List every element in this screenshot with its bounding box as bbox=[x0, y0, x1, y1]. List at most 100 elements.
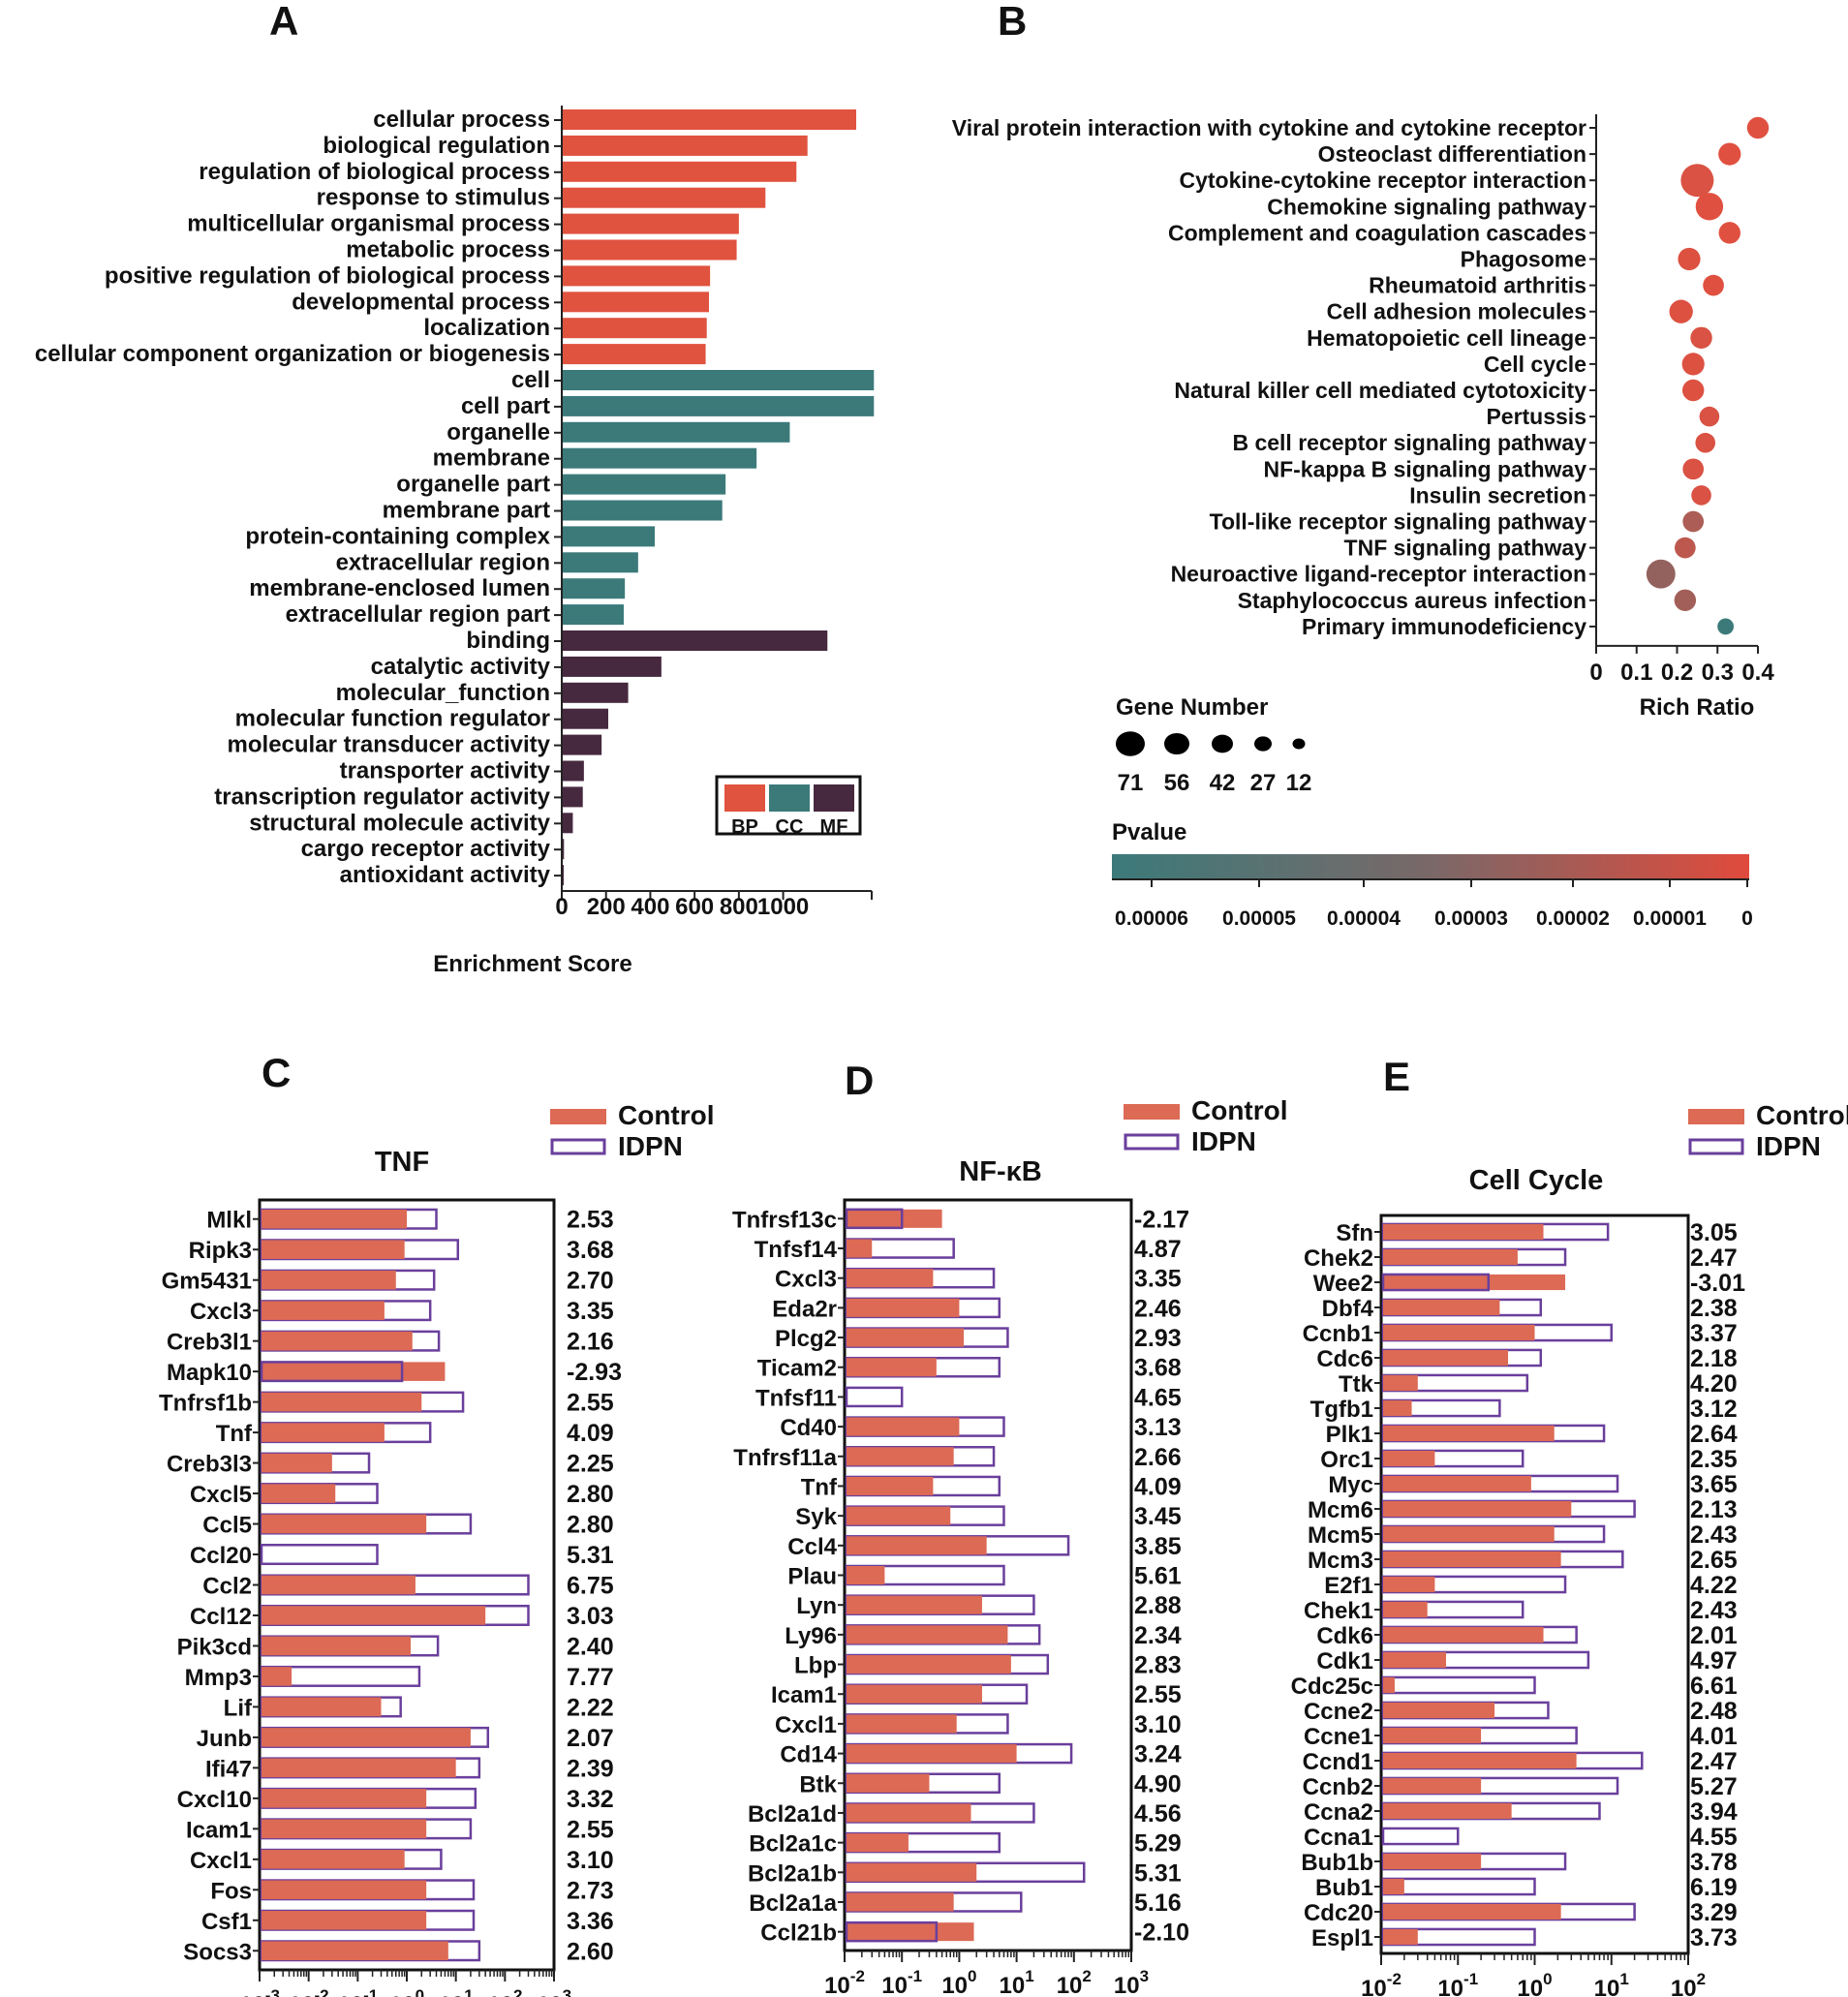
panel-d-bar-control bbox=[847, 1476, 934, 1495]
panel-c-fold-label: 5.31 bbox=[567, 1542, 614, 1569]
panel-b-color-tick-label: 0.00005 bbox=[1222, 907, 1296, 930]
panel-a-bar bbox=[562, 813, 573, 834]
panel-a-bar bbox=[562, 708, 608, 729]
panel-e-category-label: Orc1 bbox=[1320, 1447, 1373, 1473]
panel-b-category-label: Primary immunodeficiency bbox=[1302, 614, 1586, 639]
panel-b-color-tick-label: 0 bbox=[1741, 907, 1753, 930]
panel-c-category-label: Cxcl5 bbox=[190, 1482, 252, 1508]
panel-d-bar-control bbox=[847, 1744, 1017, 1764]
panel-c-x-tick-label: 100 bbox=[389, 1986, 424, 1997]
panel-d-category-label: Bcl2a1b bbox=[748, 1860, 837, 1887]
panel-c-fold-label: 2.25 bbox=[567, 1451, 614, 1478]
panel-d-fold-label: 2.66 bbox=[1134, 1444, 1182, 1471]
panel-e-fold-label: 3.94 bbox=[1690, 1798, 1738, 1826]
panel-b-category-label: B cell receptor signaling pathway bbox=[1232, 430, 1586, 455]
panel-a-bar bbox=[562, 474, 726, 495]
panel-d-bar-idpn bbox=[845, 1386, 904, 1408]
panel-c-fold-label: 2.80 bbox=[567, 1512, 614, 1539]
panel-a-category-label: transcription regulator activity bbox=[214, 783, 550, 810]
panel-b-point bbox=[1746, 116, 1770, 139]
panel-a-category-label: transporter activity bbox=[340, 758, 551, 784]
panel-c-category-label: Lif bbox=[224, 1695, 253, 1721]
panel-e-fold-label: 2.38 bbox=[1690, 1295, 1738, 1322]
panel-d-x-tick-label: 100 bbox=[941, 1967, 976, 1997]
panel-b-size-legend-dot bbox=[1164, 732, 1189, 755]
panel-d-bar-control bbox=[847, 1269, 934, 1288]
panel-b-point bbox=[1682, 458, 1705, 480]
panel-a-category-label: cellular component organization or bioge… bbox=[35, 341, 550, 367]
panel-c-category-label: Junb bbox=[197, 1726, 252, 1752]
panel-e-bar-idpn bbox=[1381, 1675, 1536, 1695]
panel-e-fold-label: 4.22 bbox=[1690, 1572, 1738, 1599]
panel-e-legend-control-swatch bbox=[1688, 1109, 1744, 1124]
panel-e-bar-control bbox=[1383, 1727, 1482, 1744]
panel-c-bar-control bbox=[262, 1941, 448, 1961]
panel-a-bar bbox=[562, 187, 766, 208]
panel-c-category-label: Ripk3 bbox=[189, 1238, 252, 1264]
panel-b-point bbox=[1646, 559, 1676, 589]
panel-d-bar-control bbox=[847, 1862, 977, 1882]
panel-d-category-label: Plcg2 bbox=[775, 1326, 837, 1352]
panel-b-category-label: Viral protein interaction with cytokine … bbox=[952, 115, 1586, 140]
panel-c-category-label: Ccl5 bbox=[202, 1513, 252, 1539]
panel-a-category-label: extracellular region part bbox=[286, 601, 550, 628]
panel-c-category-label: Mapk10 bbox=[167, 1360, 252, 1386]
panel-e-fold-label: 4.01 bbox=[1690, 1723, 1738, 1750]
panel-a-legend-swatch bbox=[769, 784, 810, 812]
panel-c-bar-control bbox=[262, 1911, 427, 1930]
panel-e-category-label: E2f1 bbox=[1324, 1573, 1373, 1599]
panel-d-category-label: Syk bbox=[795, 1504, 837, 1530]
panel-d-fold-label: -2.10 bbox=[1134, 1920, 1189, 1947]
panel-a-category-label: developmental process bbox=[292, 289, 550, 315]
panel-b-point bbox=[1681, 379, 1705, 402]
panel-e-category-label: Ccna2 bbox=[1304, 1799, 1373, 1826]
panel-c-fold-label: 3.03 bbox=[567, 1603, 614, 1630]
panel-c-legend-idpn-label: IDPN bbox=[618, 1131, 683, 1161]
panel-label-b: B bbox=[998, 0, 1027, 44]
panel-b-x-tick-label: 0.3 bbox=[1702, 660, 1734, 686]
panel-a-category-label: membrane bbox=[433, 445, 550, 472]
panel-d-fold-label: 4.87 bbox=[1134, 1236, 1182, 1263]
panel-c-category-label: Ccl12 bbox=[190, 1604, 252, 1630]
panel-d-category-label: Cd40 bbox=[780, 1415, 837, 1441]
panel-e-bar-control bbox=[1383, 1702, 1495, 1719]
panel-d-bar-control bbox=[847, 1565, 885, 1585]
panel-e-bar-control bbox=[1383, 1274, 1566, 1291]
panel-d-category-label: Plau bbox=[787, 1564, 837, 1590]
panel-b-size-legend-label: 71 bbox=[1118, 770, 1144, 796]
panel-e-bar-control bbox=[1383, 1374, 1418, 1392]
panel-d-bar-control bbox=[847, 1298, 960, 1317]
panel-c-category-label: Ccl20 bbox=[190, 1543, 252, 1569]
panel-d-x-tick-label: 103 bbox=[1114, 1967, 1149, 1997]
panel-c-category-label: Icam1 bbox=[186, 1817, 252, 1843]
panel-b-size-legend-label: 27 bbox=[1250, 770, 1277, 796]
panel-a-bar bbox=[562, 265, 711, 287]
panel-d-category-label: Ccl4 bbox=[787, 1534, 837, 1560]
panel-e-category-label: Ccnd1 bbox=[1303, 1749, 1373, 1775]
panel-e-bar-control bbox=[1383, 1425, 1555, 1442]
panel-d-category-label: Tnfrsf11a bbox=[733, 1445, 837, 1471]
panel-a-category-label: antioxidant activity bbox=[340, 862, 551, 888]
panel-e-fold-label: 2.43 bbox=[1690, 1597, 1738, 1624]
panel-b-size-legend-dot bbox=[1116, 731, 1145, 756]
panel-c-bar-control bbox=[262, 1880, 427, 1900]
panel-d-fold-label: 4.65 bbox=[1134, 1384, 1182, 1411]
panel-a-bar bbox=[562, 760, 584, 782]
panel-e-bar-control bbox=[1383, 1802, 1512, 1820]
panel-e-title: Cell Cycle bbox=[1469, 1165, 1604, 1196]
panel-a-bar bbox=[562, 682, 629, 703]
panel-e-fold-label: 6.61 bbox=[1690, 1673, 1738, 1700]
panel-b-x-tick-label: 0.1 bbox=[1620, 660, 1652, 686]
panel-d-fold-label: 5.61 bbox=[1134, 1563, 1182, 1590]
panel-b-color-tick-label: 0.00004 bbox=[1327, 907, 1401, 930]
panel-label-a: A bbox=[269, 0, 298, 44]
panel-c-title: TNF bbox=[375, 1147, 429, 1178]
panel-d-category-label: Tnfrsf13c bbox=[732, 1207, 837, 1233]
panel-d-bar-control bbox=[847, 1655, 1011, 1674]
panel-a-bar bbox=[562, 500, 723, 521]
panel-d-category-label: Bcl2a1c bbox=[749, 1831, 837, 1858]
panel-b-category-label: Natural killer cell mediated cytotoxicit… bbox=[1174, 378, 1586, 403]
panel-e-x-tick-label: 10-1 bbox=[1437, 1970, 1478, 1997]
panel-b-size-legend-dot bbox=[1254, 736, 1272, 752]
panel-e-bar-control bbox=[1383, 1626, 1544, 1644]
